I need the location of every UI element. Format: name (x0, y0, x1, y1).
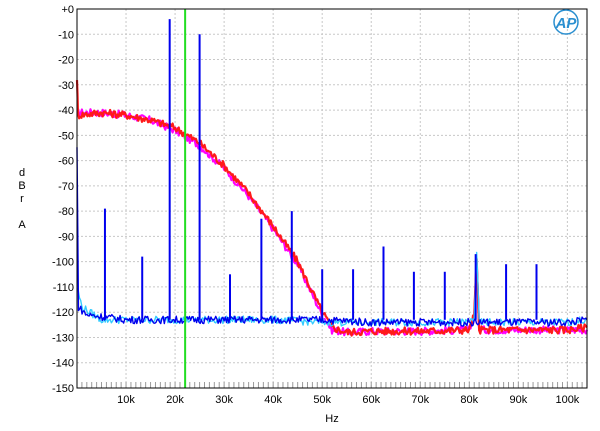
x-tick-label: 40k (264, 394, 282, 406)
y-tick-label: -120 (52, 307, 74, 319)
y-tick-label: -30 (58, 80, 74, 92)
series-line (76, 147, 588, 327)
x-tick-label: 50k (313, 394, 331, 406)
x-tick-label: 90k (509, 394, 527, 406)
y-axis-label-char: B (18, 180, 25, 192)
x-axis-tick-labels: 10k 20k 30k 40k 50k 60k 70k 80k 90k 100k (117, 394, 580, 406)
logo-ring (553, 9, 579, 35)
series-4 (76, 19, 588, 327)
x-tick-label: 30k (215, 394, 233, 406)
series-line (75, 80, 588, 337)
y-tick-label: -70 (58, 181, 74, 193)
y-tick-label: -80 (58, 206, 74, 218)
x-tick-label: 10k (117, 394, 135, 406)
y-tick-label: -50 (58, 130, 74, 142)
y-axis-label-char: r (20, 193, 24, 205)
x-tick-label: 20k (166, 394, 184, 406)
y-tick-label: -40 (58, 105, 74, 117)
y-axis-tick-labels: +0 -10 -20 -30 -40 -50 -60 -70 -80 -90 -100 -110 -12… (52, 4, 74, 395)
y-tick-label: -90 (58, 231, 74, 243)
y-tick-label: -100 (52, 257, 74, 269)
x-tick-label: 100k (555, 394, 579, 406)
x-tick-label: 80k (460, 394, 478, 406)
y-axis-label-char: A (18, 219, 26, 231)
series-layer (75, 19, 589, 337)
y-tick-label: +0 (61, 4, 74, 16)
series-2 (75, 80, 588, 337)
y-tick-label: -20 (58, 55, 74, 67)
y-tick-label: -140 (52, 358, 74, 370)
x-tick-label: 70k (411, 394, 429, 406)
x-axis-label: Hz (325, 413, 338, 425)
minor-ticks (81, 382, 583, 388)
logo-text: AP (555, 15, 578, 32)
y-tick-label: -110 (53, 282, 74, 294)
y-tick-label: -150 (52, 383, 74, 395)
plot-frame (76, 8, 588, 389)
x-tick-label: 60k (362, 394, 380, 406)
y-tick-label: -10 (58, 29, 74, 41)
y-axis-label: dBr A (18, 167, 26, 231)
y-tick-label: -130 (52, 332, 74, 344)
y-tick-label: -60 (58, 156, 74, 168)
y-axis-label-char: d (19, 167, 25, 179)
ap-logo: AP (553, 9, 579, 35)
